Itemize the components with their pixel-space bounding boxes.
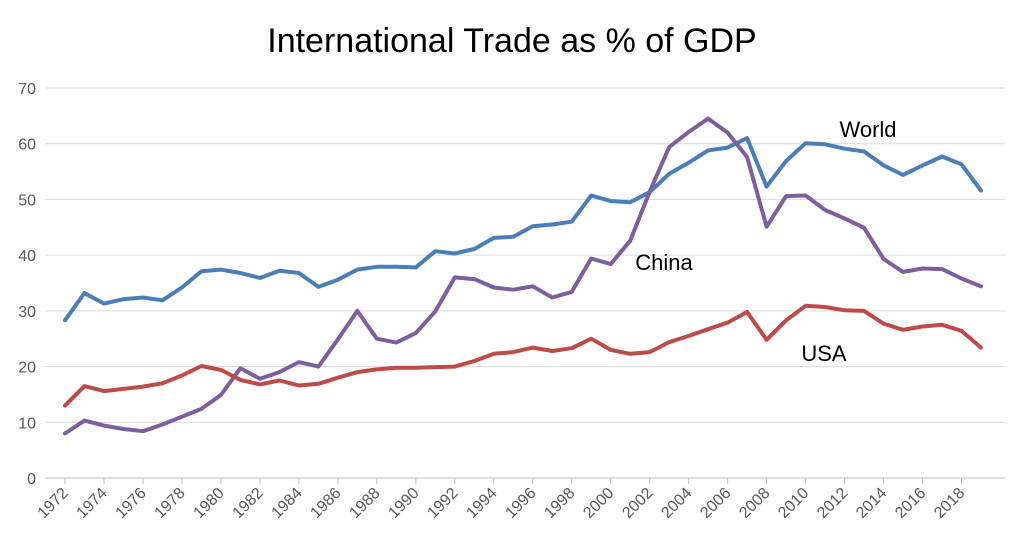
y-tick-label: 20 (18, 360, 36, 377)
x-tick-label: 1984 (269, 485, 306, 522)
series-labels: World China USA (635, 117, 896, 366)
x-tick-label: 2008 (736, 485, 773, 522)
x-tick-label: 2014 (853, 485, 890, 522)
x-tick-label: 1988 (346, 485, 383, 522)
x-tick-label: 1976 (113, 485, 150, 522)
x-tick-label: 1998 (541, 485, 578, 522)
x-tick-label: 1980 (191, 485, 228, 522)
x-tick-label: 1996 (502, 485, 539, 522)
x-tick-label: 2006 (697, 485, 734, 522)
series-label-china: China (635, 250, 693, 275)
x-tick-label: 2000 (580, 485, 617, 522)
x-tick-label: 2012 (814, 485, 851, 522)
x-tick-label: 1990 (385, 485, 422, 522)
x-tick-label: 2004 (658, 485, 695, 522)
series-line-world (63, 136, 983, 323)
y-tick-label: 10 (18, 415, 36, 432)
x-tick-label: 1982 (230, 485, 267, 522)
x-tick-label: 2016 (892, 485, 929, 522)
x-tick-label: 1972 (35, 485, 72, 522)
y-tick-label: 40 (18, 248, 36, 265)
y-axis-ticks: 0 10 20 30 40 50 60 70 (18, 81, 36, 488)
series-line-china (63, 116, 983, 436)
x-tick-label: 2010 (775, 485, 812, 522)
x-tick-label: 1992 (424, 485, 461, 522)
series-lines (63, 116, 983, 436)
series-label-usa: USA (801, 341, 847, 366)
x-tick-label: 1986 (307, 485, 344, 522)
x-tick-label: 1974 (74, 485, 111, 522)
y-tick-label: 70 (18, 81, 36, 98)
x-tick-label: 2002 (619, 485, 656, 522)
chart-title: International Trade as % of GDP (267, 22, 757, 60)
x-tick-label: 2018 (931, 485, 968, 522)
y-tick-label: 0 (27, 471, 36, 488)
y-tick-label: 60 (18, 137, 36, 154)
x-tick-label: 1978 (152, 485, 189, 522)
y-tick-label: 30 (18, 304, 36, 321)
x-axis-ticks: 1972 1974 1976 1978 1980 1982 1984 1986 1988 1990… (35, 478, 968, 522)
y-tick-label: 50 (18, 192, 36, 209)
series-label-world: World (839, 117, 896, 142)
x-tick-label: 1994 (463, 485, 500, 522)
series-line-usa (63, 303, 983, 408)
